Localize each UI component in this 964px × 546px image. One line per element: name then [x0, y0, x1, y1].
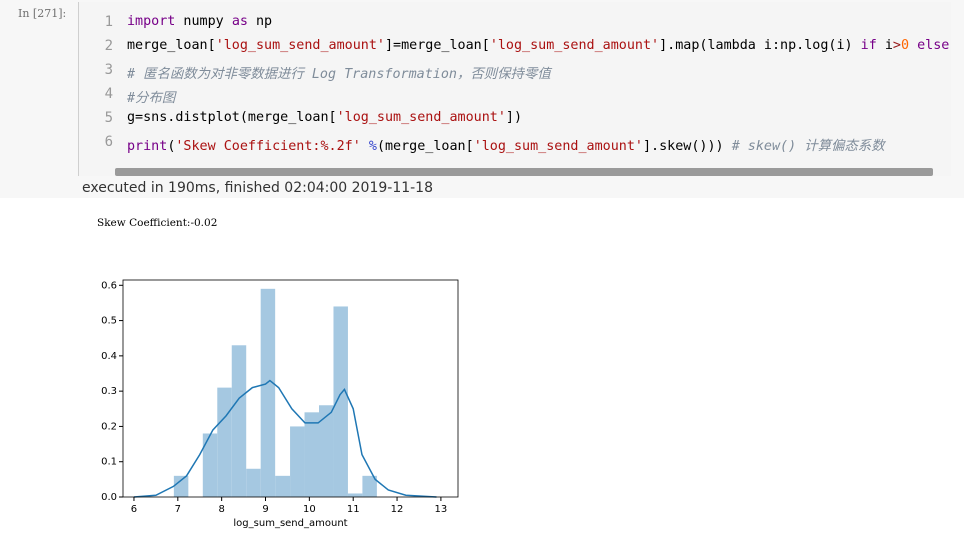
- y-tick-label: 0.2: [101, 421, 117, 432]
- x-axis-label: log_sum_send_amount: [233, 518, 347, 529]
- scrollbar[interactable]: [115, 168, 933, 176]
- code-token: (: [167, 139, 176, 154]
- code-token: 'log_sum_send_amount': [215, 38, 385, 53]
- x-tick-label: 8: [218, 504, 224, 515]
- code-token: import: [127, 14, 176, 29]
- x-tick-label: 6: [131, 504, 137, 515]
- code-token: >: [892, 38, 901, 53]
- execution-info: executed in 190ms, finished 02:04:00 201…: [82, 180, 433, 196]
- code-token: else: [917, 38, 950, 53]
- code-line: print('Skew Coefficient:%.2f' %(merge_lo…: [127, 134, 885, 154]
- code-token: np: [247, 14, 273, 29]
- histogram-bar: [217, 387, 232, 497]
- histogram-bar: [290, 426, 305, 497]
- y-tick-label: 0.1: [101, 457, 117, 468]
- x-tick-label: 13: [435, 504, 448, 515]
- code-token: ]): [505, 110, 523, 125]
- code-token: 'log_sum_send_amount': [336, 110, 506, 125]
- code-token: # 匿名函数为对非零数据进行 Log Transformation，否则保持零值: [127, 67, 551, 82]
- y-tick-label: 0.3: [101, 386, 117, 397]
- line-number: 5: [104, 110, 113, 126]
- code-line: #分布图: [127, 86, 175, 106]
- histogram-bar: [304, 412, 320, 497]
- x-tick-label: 9: [262, 504, 268, 515]
- code-editor[interactable]: 1 2 3 4 5 6 import numpy as np merge_loan['log_…: [78, 2, 951, 176]
- code-token: print: [127, 139, 168, 154]
- line-number: 1: [104, 14, 113, 30]
- line-number: 4: [104, 86, 113, 102]
- y-tick-label: 0.5: [101, 316, 117, 327]
- code-token: merge_loan[: [127, 38, 216, 53]
- x-tick-label: 12: [391, 504, 404, 515]
- code-token: 'log_sum_send_amount': [489, 38, 660, 53]
- code-token: ].map(lambda i:np.log(i): [659, 38, 861, 53]
- histogram-bar: [202, 433, 218, 497]
- code-line: import numpy as np: [127, 14, 272, 29]
- histogram-bar: [319, 405, 334, 497]
- line-number: 2: [104, 38, 113, 54]
- y-tick-label: 0.6: [101, 280, 117, 291]
- histogram-bar: [246, 468, 261, 497]
- code-token: # skew() 计算偏态系数: [731, 139, 885, 154]
- code-token: ]=merge_loan[: [385, 38, 490, 53]
- code-token: as: [231, 14, 248, 29]
- line-number: 6: [104, 134, 113, 150]
- code-token: numpy: [175, 14, 232, 29]
- histogram-bar: [362, 475, 377, 497]
- code-token: ].skew())): [643, 139, 732, 154]
- histogram-bar: [260, 288, 276, 497]
- code-token: #分布图: [127, 91, 176, 106]
- code-token: 0: [900, 38, 910, 53]
- code-line: g=sns.distplot(merge_loan['log_sum_send_…: [127, 110, 522, 125]
- code-token: if: [860, 38, 877, 53]
- output-text: Skew Coefficient:-0.02: [97, 217, 218, 229]
- line-number: 3: [104, 62, 113, 78]
- x-tick-label: 10: [303, 504, 316, 515]
- code-line: merge_loan['log_sum_send_amount']=merge_…: [127, 38, 949, 53]
- code-token: i: [876, 38, 893, 53]
- kde-line: [133, 379, 437, 498]
- plot-frame: [122, 279, 459, 498]
- histogram-bar: [275, 475, 291, 497]
- y-tick-label: 0.0: [101, 492, 117, 503]
- code-token: g=sns.distplot(merge_loan[: [127, 110, 337, 125]
- histogram-bar: [173, 475, 189, 497]
- code-token: 'Skew Coefficient:%.2f': [175, 139, 361, 154]
- code-token: %: [368, 139, 377, 154]
- code-line: # 匿名函数为对非零数据进行 Log Transformation，否则保持零值: [127, 62, 551, 82]
- x-tick-label: 7: [175, 504, 181, 515]
- code-token: 'log_sum_send_amount': [473, 139, 643, 154]
- y-tick-label: 0.4: [101, 351, 117, 362]
- cell-prompt: In [271]:: [18, 7, 67, 20]
- code-token: (merge_loan[: [376, 139, 474, 154]
- histogram-bar: [333, 306, 348, 497]
- histogram-bar: [347, 493, 363, 497]
- histogram-bar: [231, 345, 247, 497]
- x-tick-label: 11: [347, 504, 360, 515]
